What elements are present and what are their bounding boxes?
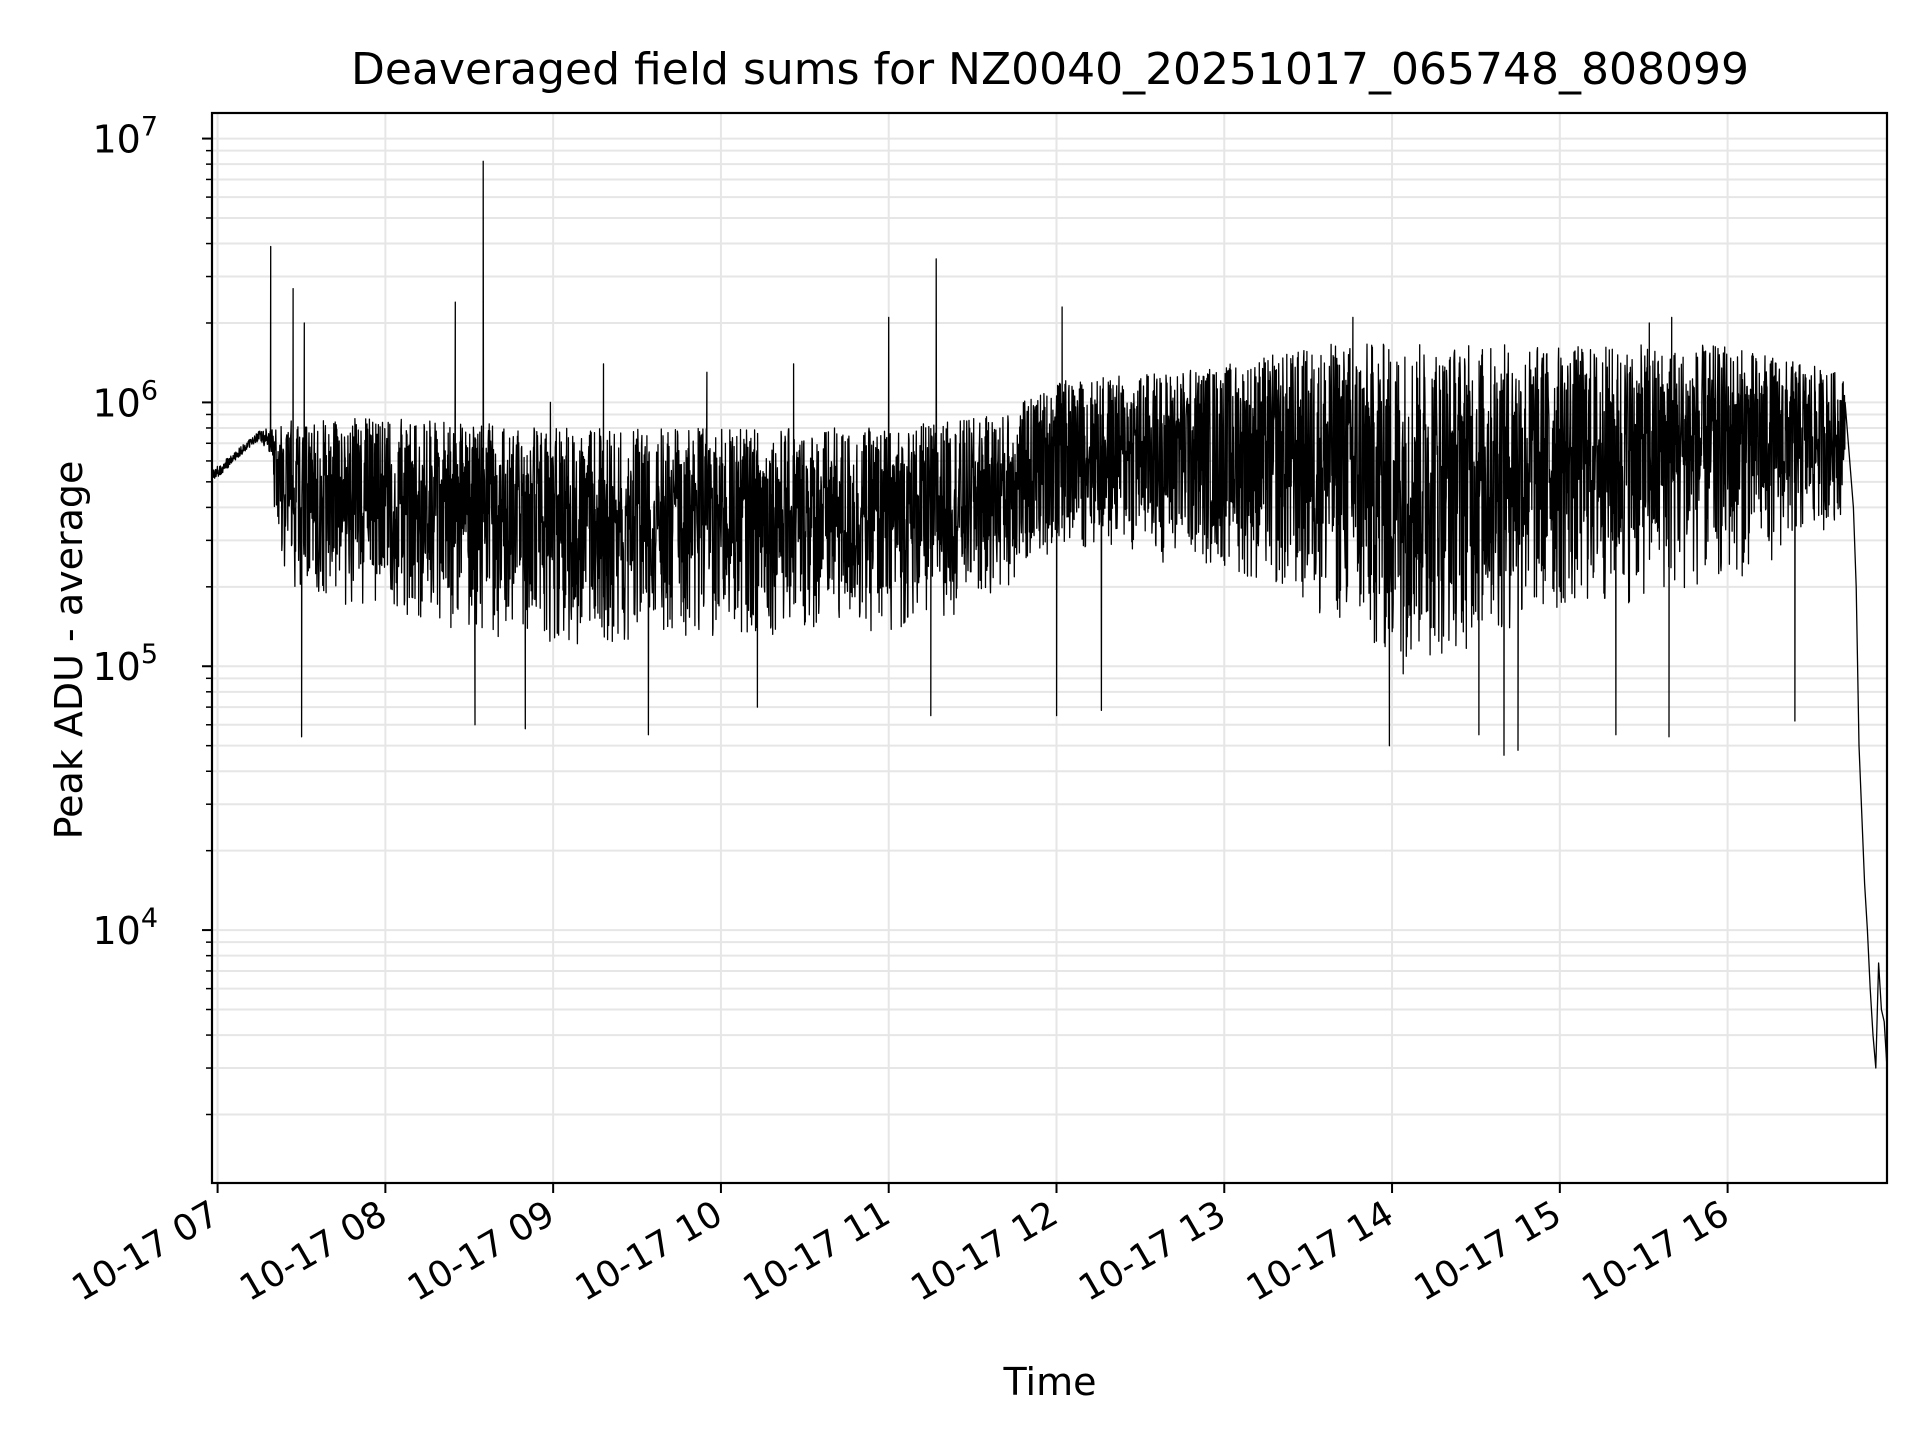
y-tick-label: 105	[92, 639, 158, 689]
y-tick-label: 106	[92, 375, 158, 425]
y-tick-label: 104	[92, 903, 158, 953]
data-area	[211, 160, 1888, 1069]
chart-title: Deaveraged field sums for NZ0040_2025101…	[351, 44, 1749, 95]
y-axis-label: Peak ADU - average	[47, 461, 91, 840]
plot-frame	[210, 111, 1889, 1185]
x-axis-label: Time	[1003, 1360, 1097, 1404]
y-tick-label: 107	[92, 112, 158, 162]
series-line	[211, 160, 1888, 1069]
